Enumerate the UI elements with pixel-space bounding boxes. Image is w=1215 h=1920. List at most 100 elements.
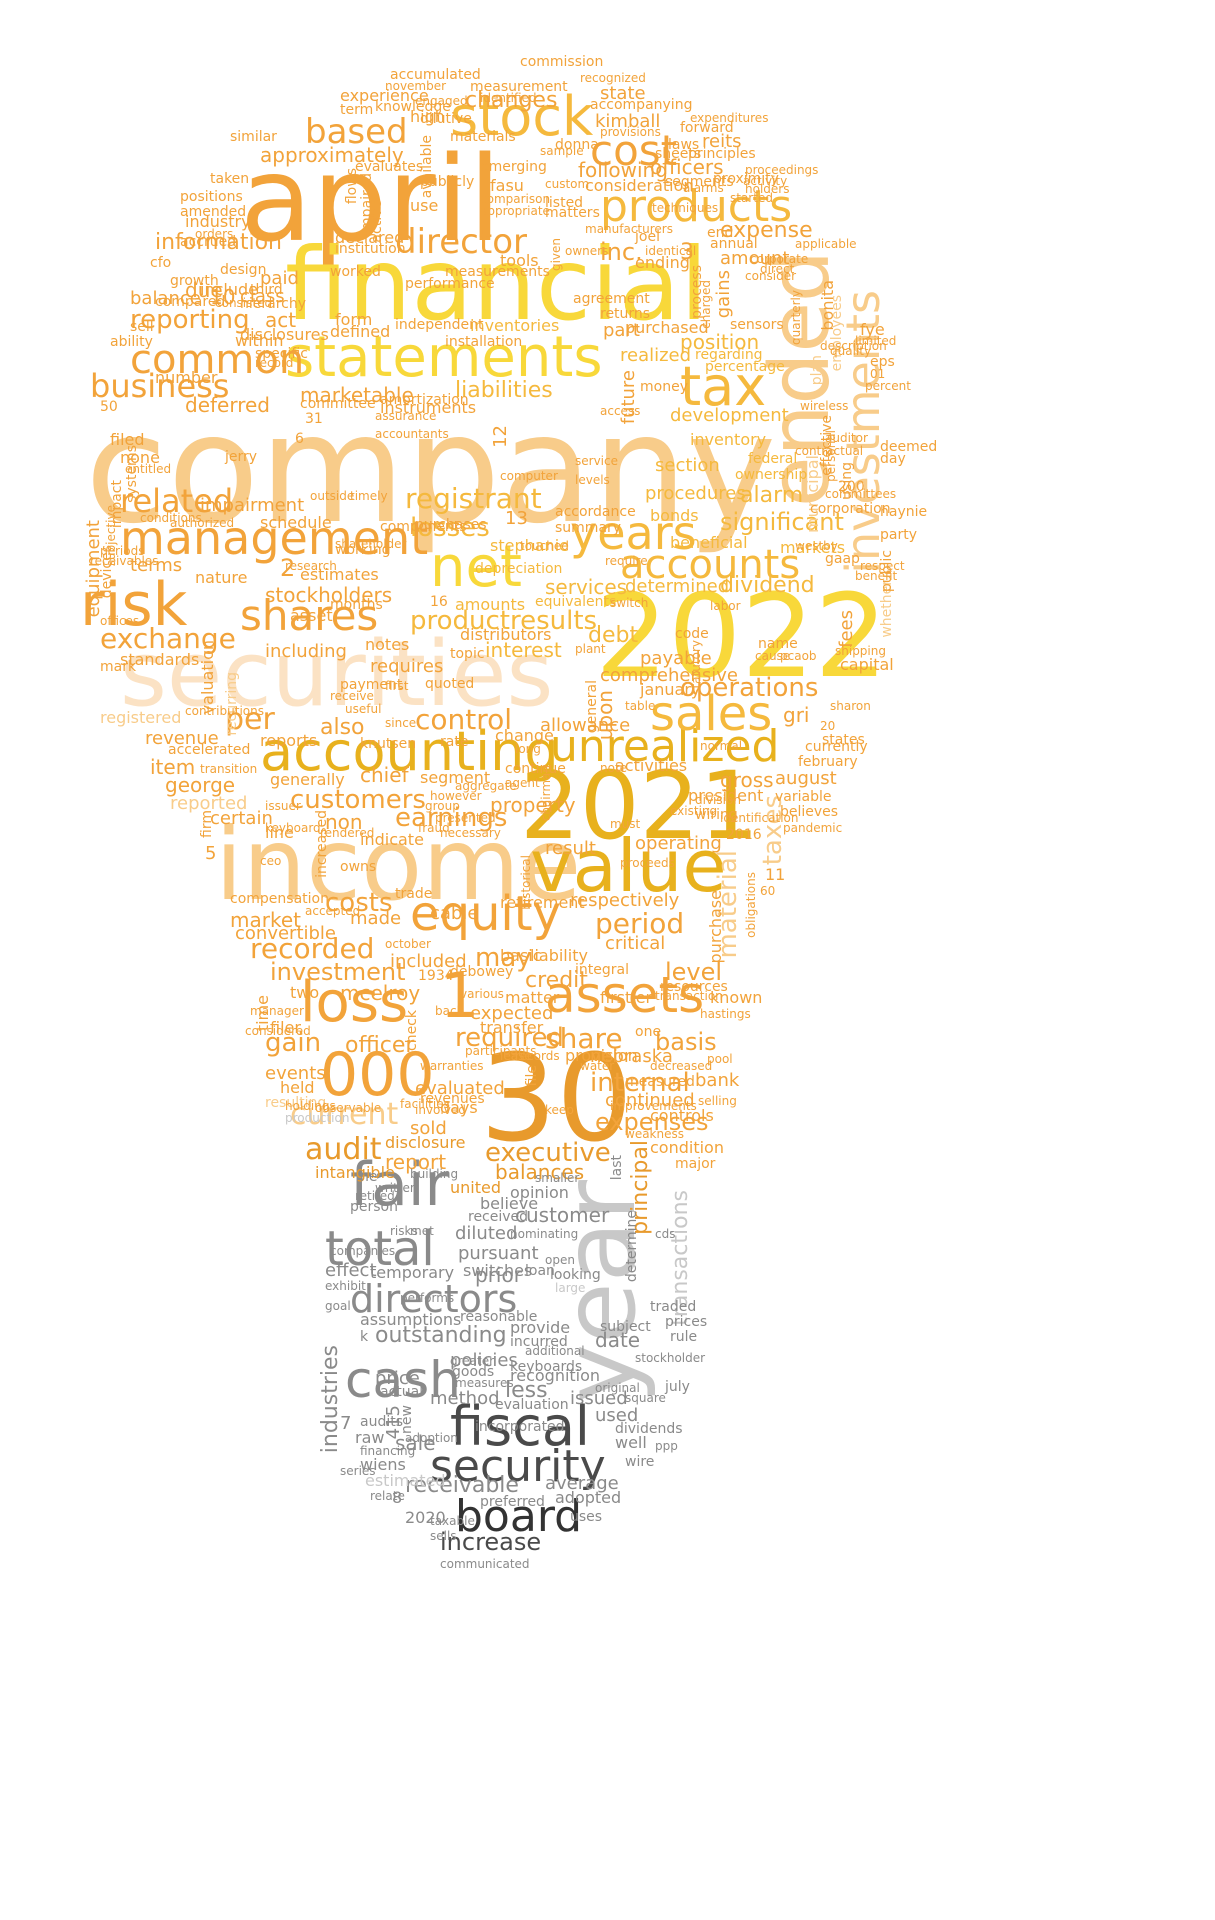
word-line: line bbox=[265, 823, 294, 842]
word-assurance: assurance bbox=[375, 409, 437, 423]
word-debt: debt bbox=[588, 623, 639, 648]
word-risks: risks bbox=[390, 1224, 418, 1238]
word-subject: subject bbox=[600, 1319, 651, 1335]
word-distributors: distributors bbox=[460, 625, 552, 644]
word-quarterly: quarterly bbox=[789, 290, 803, 345]
word-switches: switches bbox=[463, 1261, 533, 1280]
word-alarm: alarm bbox=[740, 483, 804, 508]
word-subjective: subjective bbox=[104, 505, 118, 567]
word-financing: financing bbox=[360, 1444, 416, 1458]
word-cause: cause bbox=[755, 649, 791, 663]
word-traded: traded bbox=[650, 1299, 697, 1315]
word-issuer: issuer bbox=[265, 799, 301, 813]
word-cash: cash bbox=[345, 1351, 461, 1409]
word-revenue: revenue bbox=[145, 728, 219, 749]
word-required: required bbox=[455, 1023, 564, 1053]
word-segments: segments bbox=[665, 174, 734, 190]
word-receive: receive bbox=[330, 689, 374, 703]
word-information: information bbox=[155, 230, 282, 255]
word-levels: levels bbox=[575, 473, 610, 487]
word-consisted: consisted bbox=[215, 296, 273, 310]
word-sheets: sheets bbox=[655, 146, 702, 162]
word-procedures: procedures bbox=[645, 483, 746, 504]
word-held: held bbox=[280, 1078, 315, 1097]
word-evaluation: evaluation bbox=[495, 1397, 569, 1413]
word-firm: firm bbox=[199, 810, 215, 838]
word-statements: statements bbox=[285, 325, 603, 390]
word-wiens: wiens bbox=[360, 1455, 406, 1474]
word-industry: industry bbox=[185, 212, 251, 231]
word-ppp: ppp bbox=[655, 1439, 678, 1453]
word-certain: certain bbox=[210, 808, 273, 829]
word-engaged: engaged bbox=[415, 94, 468, 108]
word-obligations: obligations bbox=[744, 872, 758, 938]
word-requires: requires bbox=[370, 656, 444, 677]
word-estimates: estimates bbox=[300, 565, 379, 584]
word-switch: switch bbox=[610, 596, 649, 610]
word-taken: taken bbox=[210, 171, 250, 187]
word-sales: sales bbox=[650, 686, 773, 742]
word-position: position bbox=[680, 330, 760, 354]
word-building: building bbox=[410, 1167, 459, 1181]
word-techniques: techniques bbox=[652, 201, 719, 215]
word-alarms: alarms bbox=[683, 181, 724, 195]
word-large: large bbox=[555, 1281, 586, 1295]
word-independent: independent bbox=[395, 317, 484, 333]
word-manager: manager bbox=[250, 1004, 304, 1018]
word-purchases: purchases bbox=[415, 517, 487, 533]
word-payable: payable bbox=[640, 648, 712, 669]
word-currently: currently bbox=[805, 739, 868, 755]
word-date: date bbox=[595, 1328, 641, 1352]
word-outside: outside bbox=[310, 489, 355, 503]
word-n30: 30 bbox=[480, 1030, 633, 1169]
word-president: president bbox=[688, 786, 764, 805]
word-publicly: publicly bbox=[420, 174, 475, 190]
word-new: new bbox=[399, 1405, 415, 1434]
word-adopted: adopted bbox=[555, 1488, 622, 1507]
word-beneficial: beneficial bbox=[670, 533, 748, 552]
word-mcelroy: mcelroy bbox=[340, 981, 421, 1005]
word-gaap: gaap bbox=[825, 551, 860, 567]
word-changes: changes bbox=[465, 88, 558, 113]
word-n8: 8 bbox=[392, 1488, 403, 1507]
word-evaluated: evaluated bbox=[415, 1078, 505, 1099]
word-operations: operations bbox=[680, 673, 819, 703]
word-firstier: firstier bbox=[600, 988, 653, 1007]
word-preferred: preferred bbox=[480, 1494, 545, 1510]
word-communicated: communicated bbox=[440, 1557, 530, 1571]
word-westby: westby bbox=[795, 539, 838, 553]
word-forward: forward bbox=[680, 120, 734, 136]
word-registrant: registrant bbox=[405, 482, 542, 515]
word-pursuant: pursuant bbox=[458, 1243, 539, 1264]
word-participants: participants bbox=[465, 1044, 537, 1058]
word-authorized: authorized bbox=[170, 516, 235, 530]
word-customer: customer bbox=[515, 1203, 610, 1227]
word-wiring: wiring bbox=[695, 807, 738, 823]
word-part: part bbox=[603, 320, 640, 341]
word-expense: expense bbox=[720, 218, 813, 243]
word-expenditures: expenditures bbox=[690, 111, 769, 125]
word-risk: risk bbox=[80, 570, 188, 640]
word-audit: audit bbox=[305, 1132, 382, 1167]
word-transition: transition bbox=[200, 762, 258, 776]
word-development: development bbox=[670, 405, 789, 426]
word-bonds: bonds bbox=[650, 506, 699, 525]
word-description: description bbox=[820, 339, 887, 353]
word-n1: 1 bbox=[440, 959, 480, 1032]
word-however: however bbox=[430, 789, 482, 803]
word-increase: increase bbox=[440, 1528, 542, 1556]
word-y2016: 2016 bbox=[726, 827, 762, 843]
word-ne: ne bbox=[360, 1169, 378, 1185]
word-n200: 200 bbox=[838, 479, 865, 495]
word-production: production bbox=[285, 1111, 350, 1125]
word-exchange: exchange bbox=[100, 622, 236, 655]
word-comparison: comparison bbox=[480, 192, 551, 206]
word-used: used bbox=[595, 1405, 639, 1426]
word-one: one bbox=[635, 1024, 662, 1040]
word-within: within bbox=[235, 331, 284, 350]
word-conditions: conditions bbox=[140, 511, 202, 525]
word-nebraska: nebraska bbox=[590, 1046, 673, 1067]
word-federal: federal bbox=[748, 451, 798, 467]
word-regarding: regarding bbox=[695, 347, 763, 363]
word-reports: reports bbox=[260, 731, 318, 750]
